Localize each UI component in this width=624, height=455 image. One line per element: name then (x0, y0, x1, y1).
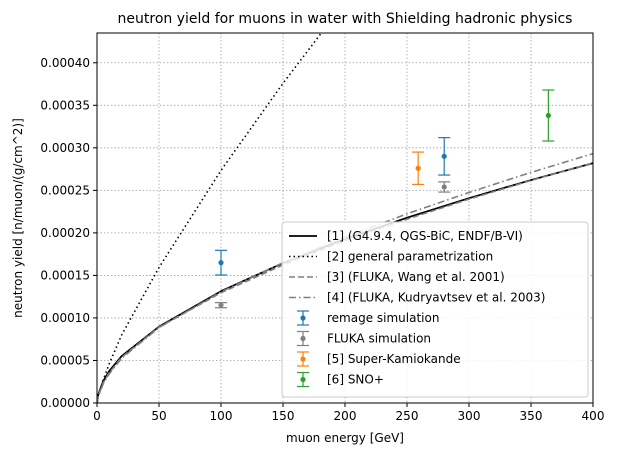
legend-label: FLUKA simulation (327, 332, 431, 346)
legend-label: [5] Super-Kamiokande (327, 352, 461, 366)
legend-marker (300, 335, 306, 342)
legend-box (281, 221, 589, 398)
legend: [1] (G4.9.4, QGS-BiC, ENDF/B-VI) [2] gene… (281, 221, 589, 398)
data-point (441, 153, 447, 159)
series-layer (97, 33, 593, 403)
x-tick-label: 0 (93, 409, 101, 423)
legend-label: [3] (FLUKA, Wang et al. 2001) (327, 270, 505, 284)
y-tick-label: 0.00020 (40, 226, 90, 240)
y-axis-ticks: 0.00000 0.00005 0.00010 0.00015 0.00020 0.000… (40, 56, 97, 410)
y-tick-label: 0.00035 (40, 98, 90, 112)
y-tick-label: 0.00010 (40, 311, 90, 325)
y-tick-label: 0.00005 (40, 353, 90, 367)
data-point (415, 165, 421, 171)
legend-label: [4] (FLUKA, Kudryavtsev et al. 2003) (327, 291, 545, 305)
data-point (441, 184, 447, 190)
x-tick-label: 350 (520, 409, 543, 423)
legend-label: remage simulation (327, 311, 439, 325)
legend-marker (300, 356, 306, 362)
legend-marker (300, 376, 306, 383)
points-layer (215, 89, 555, 309)
x-axis-ticks: 0 50 100 150 200 250 300 350 400 (93, 403, 604, 423)
series-line (97, 33, 323, 403)
legend-items: [1] (G4.9.4, QGS-BiC, ENDF/B-VI) [2] gene… (289, 229, 545, 388)
x-axis-label: muon energy [GeV] (286, 431, 404, 445)
y-tick-label: 0.00025 (40, 183, 90, 197)
x-tick-label: 150 (272, 409, 295, 423)
x-tick-label: 250 (396, 409, 419, 423)
legend-marker (300, 315, 306, 321)
legend-label: [2] general parametrization (327, 250, 493, 264)
y-tick-label: 0.00040 (40, 56, 90, 70)
y-axis-label: neutron yield [n/muon/(g/cm^2)] (11, 118, 25, 318)
y-tick-label: 0.00015 (40, 268, 90, 282)
x-tick-label: 100 (210, 409, 233, 423)
x-tick-label: 300 (458, 409, 481, 423)
y-tick-label: 0.00030 (40, 141, 90, 155)
data-point (545, 112, 551, 119)
legend-label: [6] SNO+ (327, 373, 384, 387)
data-point (218, 260, 224, 266)
legend-label: [1] (G4.9.4, QGS-BiC, ENDF/B-VI) (327, 229, 523, 243)
chart-title: neutron yield for muons in water with Sh… (118, 11, 573, 27)
data-point (218, 302, 224, 308)
y-tick-label: 0.00000 (40, 396, 90, 410)
series-line (97, 152, 593, 403)
x-tick-label: 50 (151, 409, 166, 423)
x-tick-label: 200 (334, 409, 357, 423)
x-tick-label: 400 (582, 409, 605, 423)
